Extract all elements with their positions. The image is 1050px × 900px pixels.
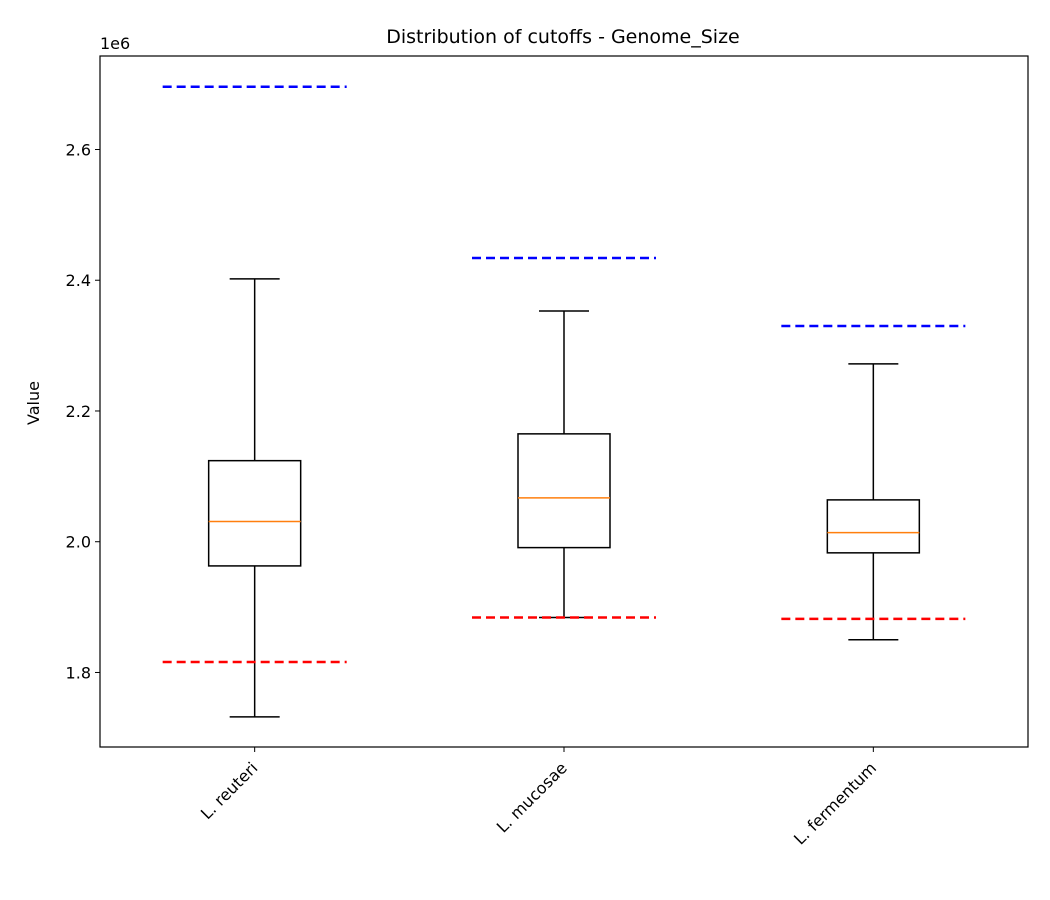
y-offset-label: 1e6 [100,34,130,53]
y-tick-label: 2.6 [66,140,91,159]
plot-frame [99,55,1029,748]
chart-title: Distribution of cutoffs - Genome_Size [386,26,740,48]
y-tick-label: 1.8 [66,663,91,682]
y-tick-label: 2.2 [66,402,91,421]
y-axis-label: Value [24,381,43,425]
y-tick-label: 2.4 [66,271,91,290]
box [826,499,921,554]
box [207,459,302,567]
box [517,433,611,549]
y-tick-label: 2.0 [66,533,91,552]
